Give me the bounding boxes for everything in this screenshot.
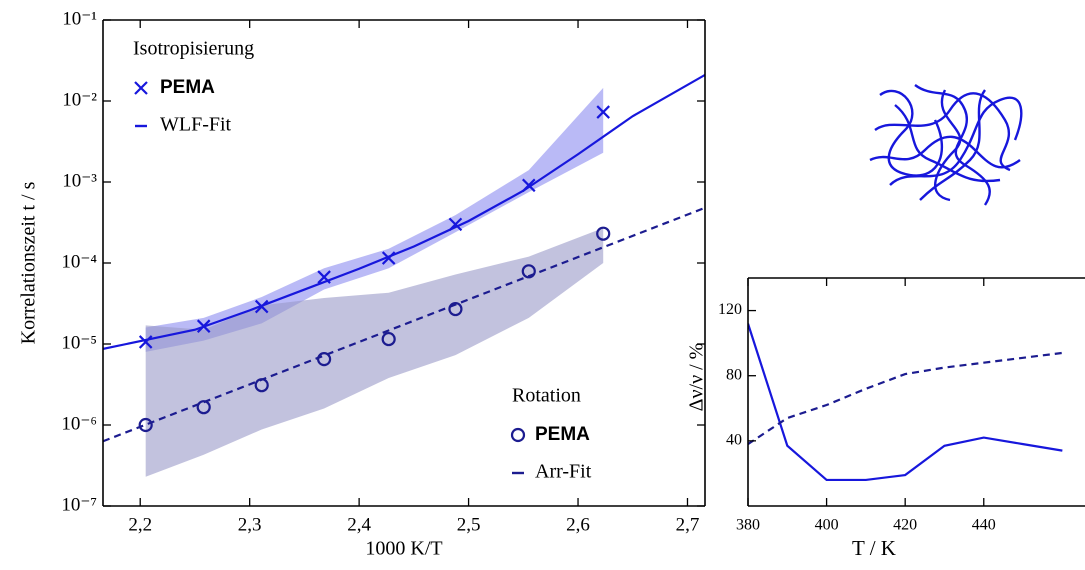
polymer-tangle: [869, 84, 1023, 206]
y-tick-label: 10⁻¹: [62, 8, 97, 29]
marker: [596, 226, 611, 241]
x-tick-label: 2,4: [347, 514, 371, 535]
y-axis-label: Korrelationszeit t / s: [18, 181, 40, 344]
chain: [934, 89, 962, 202]
legend-label: WLF-Fit: [160, 114, 232, 136]
y-tick-label: 120: [718, 301, 742, 318]
legend-label: PEMA: [535, 424, 590, 445]
chain: [889, 96, 1023, 186]
chain: [894, 104, 1001, 183]
marker: [381, 331, 396, 347]
legend-symbol: [134, 81, 148, 95]
x-tick-label: 440: [972, 517, 996, 534]
x-tick-label: 380: [736, 517, 760, 534]
marker: [522, 178, 536, 193]
y-axis-label: Δν/ν / %: [686, 343, 708, 412]
x-tick-label: 2,3: [238, 514, 262, 535]
error-band: [145, 228, 604, 477]
y-tick-label: 10⁻⁴: [61, 251, 97, 272]
y-tick-label: 80: [726, 366, 742, 383]
legend-symbol: [510, 427, 526, 443]
marker: [448, 301, 463, 317]
fit-line: [103, 73, 705, 350]
y-tick-label: 10⁻⁶: [61, 413, 97, 434]
marker: [381, 251, 396, 265]
x-tick-label: 400: [815, 517, 839, 534]
marker: [254, 299, 269, 314]
marker: [448, 217, 463, 232]
y-tick-label: 40: [726, 432, 742, 449]
marker: [316, 352, 332, 367]
fit-line: [748, 323, 1063, 482]
marker: [254, 378, 269, 393]
y-tick-label: 10⁻⁵: [61, 332, 97, 353]
plot-area: [748, 323, 1063, 482]
plot-area: [103, 73, 705, 477]
x-axis-label: T / K: [852, 536, 896, 560]
y-tick-label: 10⁻³: [62, 170, 97, 191]
chain: [869, 135, 1021, 169]
y-tick-label: 10⁻⁷: [61, 494, 97, 515]
legend-label: Arr-Fit: [535, 461, 592, 483]
x-tick-label: 420: [893, 517, 917, 534]
marker: [317, 270, 331, 284]
legend-title: Rotation: [512, 385, 581, 407]
marker: [196, 319, 211, 333]
x-tick-label: 2,6: [566, 514, 590, 535]
marker: [138, 417, 153, 433]
legend-label: PEMA: [160, 77, 215, 98]
legend-title: Isotropisierung: [133, 38, 254, 60]
x-tick-label: 2,7: [676, 514, 700, 535]
chain: [919, 89, 987, 201]
x-tick-label: 2,2: [128, 514, 152, 535]
marker: [596, 105, 610, 119]
x-axis-label: 1000 K/T: [365, 538, 442, 560]
y-tick-label: 10⁻²: [62, 89, 97, 110]
marker: [196, 400, 211, 415]
error-band: [145, 87, 604, 352]
marker: [521, 264, 536, 279]
marker: [138, 335, 153, 349]
fit-line: [748, 351, 1063, 446]
x-tick-label: 2,5: [457, 514, 481, 535]
